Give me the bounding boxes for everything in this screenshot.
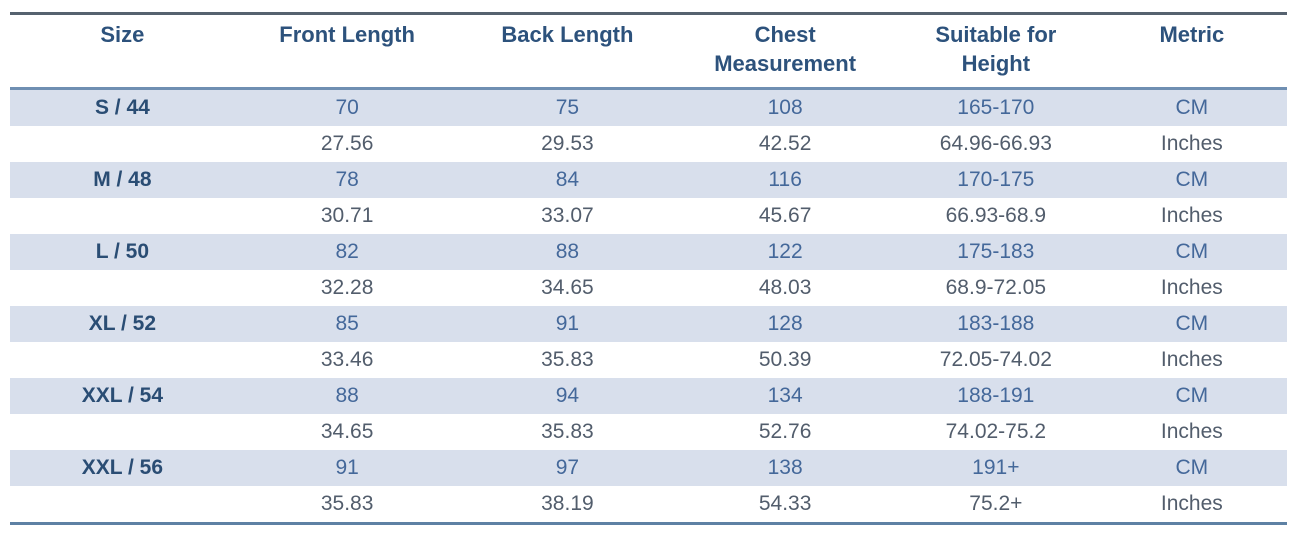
size-chart-container: Size Front Length Back Length Chest Meas… [10, 12, 1287, 525]
back-length-cell: 34.65 [541, 276, 594, 299]
table-row-xxl54-inches: 34.65 35.83 52.76 74.02-75.2 Inches [10, 414, 1287, 450]
front-length-cell: 78 [335, 168, 359, 191]
metric-cell: CM [1175, 240, 1209, 263]
chest-cell: 138 [767, 456, 803, 479]
metric-cell: Inches [1160, 492, 1223, 515]
column-header-front-length: Front Length [279, 22, 415, 47]
back-length-cell: 97 [555, 456, 580, 479]
front-length-cell: 88 [335, 384, 359, 407]
back-length-cell: 35.83 [541, 348, 594, 371]
table-row-xxl54-cm: XXL / 54 88 94 134 188-191 CM [10, 378, 1287, 414]
size-cell: XL / 52 [88, 312, 157, 335]
metric-cell: CM [1175, 168, 1209, 191]
table-row-xxl56-inches: 35.83 38.19 54.33 75.2+ Inches [10, 486, 1287, 524]
back-length-cell: 94 [555, 384, 580, 407]
back-length-cell: 38.19 [541, 492, 594, 515]
back-length-cell: 91 [555, 312, 580, 335]
chest-cell: 42.52 [758, 132, 812, 155]
chest-cell: 50.39 [758, 348, 812, 371]
column-header-back-length: Back Length [501, 22, 634, 47]
table-row-l50-inches: 32.28 34.65 48.03 68.9-72.05 Inches [10, 270, 1287, 306]
column-header-size: Size [100, 22, 145, 47]
chest-cell: 48.03 [758, 276, 812, 299]
size-cell: XXL / 54 [81, 384, 164, 407]
height-cell: 183-188 [957, 312, 1035, 335]
chest-cell: 134 [767, 384, 803, 407]
front-length-cell: 33.46 [320, 348, 374, 371]
size-cell: XXL / 56 [81, 456, 164, 479]
table-row-m48-inches: 30.71 33.07 45.67 66.93-68.9 Inches [10, 198, 1287, 234]
size-cell [10, 414, 235, 450]
height-cell: 75.2+ [969, 492, 1023, 515]
chest-cell: 128 [767, 312, 803, 335]
back-length-cell: 35.83 [541, 420, 594, 443]
metric-cell: CM [1175, 384, 1209, 407]
chest-cell: 54.33 [758, 492, 812, 515]
back-length-cell: 29.53 [541, 132, 594, 155]
table-row-xl52-inches: 33.46 35.83 50.39 72.05-74.02 Inches [10, 342, 1287, 378]
table-header: Size Front Length Back Length Chest Meas… [10, 14, 1287, 89]
front-length-cell: 32.28 [320, 276, 374, 299]
table-row-m48-cm: M / 48 78 84 116 170-175 CM [10, 162, 1287, 198]
size-cell: L / 50 [95, 240, 150, 263]
header-row: Size Front Length Back Length Chest Meas… [10, 14, 1287, 89]
size-cell [10, 486, 235, 524]
metric-cell: CM [1175, 456, 1209, 479]
metric-cell: Inches [1160, 204, 1223, 227]
front-length-cell: 85 [335, 312, 359, 335]
front-length-cell: 82 [335, 240, 359, 263]
metric-cell: CM [1175, 312, 1209, 335]
metric-cell: Inches [1160, 420, 1223, 443]
height-cell: 74.02-75.2 [945, 420, 1047, 443]
front-length-cell: 91 [335, 456, 359, 479]
size-cell [10, 198, 235, 234]
chest-cell: 108 [767, 96, 803, 119]
front-length-cell: 34.65 [320, 420, 374, 443]
table-row-l50-cm: L / 50 82 88 122 175-183 CM [10, 234, 1287, 270]
column-header-suitable-for-height: Suitable for Height [935, 22, 1057, 76]
front-length-cell: 30.71 [320, 204, 374, 227]
chest-cell: 122 [767, 240, 803, 263]
height-cell: 64.96-66.93 [939, 132, 1052, 155]
back-length-cell: 88 [555, 240, 580, 263]
metric-cell: Inches [1160, 132, 1223, 155]
column-header-metric: Metric [1159, 22, 1225, 47]
height-cell: 68.9-72.05 [945, 276, 1047, 299]
chest-cell: 52.76 [758, 420, 812, 443]
size-chart-table: Size Front Length Back Length Chest Meas… [10, 12, 1287, 525]
back-length-cell: 75 [555, 96, 580, 119]
height-cell: 191+ [972, 456, 1020, 479]
size-cell [10, 270, 235, 306]
height-cell: 72.05-74.02 [939, 348, 1052, 371]
column-header-chest-measurement: Chest Measurement [714, 22, 857, 76]
metric-cell: Inches [1160, 276, 1223, 299]
size-cell [10, 126, 235, 162]
metric-cell: CM [1175, 96, 1209, 119]
back-length-cell: 33.07 [541, 204, 594, 227]
chest-cell: 45.67 [758, 204, 812, 227]
height-cell: 170-175 [957, 168, 1035, 191]
table-body: S / 44 70 75 108 165-170 CM 27.56 29.53 … [10, 88, 1287, 524]
height-cell: 165-170 [957, 96, 1035, 119]
height-cell: 188-191 [957, 384, 1035, 407]
table-row-xl52-cm: XL / 52 85 91 128 183-188 CM [10, 306, 1287, 342]
front-length-cell: 27.56 [320, 132, 374, 155]
height-cell: 66.93-68.9 [945, 204, 1047, 227]
size-cell: S / 44 [94, 96, 150, 119]
front-length-cell: 35.83 [320, 492, 374, 515]
chest-cell: 116 [768, 168, 802, 191]
table-row-s44-inches: 27.56 29.53 42.52 64.96-66.93 Inches [10, 126, 1287, 162]
table-row-s44-cm: S / 44 70 75 108 165-170 CM [10, 88, 1287, 126]
height-cell: 175-183 [957, 240, 1035, 263]
size-cell [10, 342, 235, 378]
back-length-cell: 84 [555, 168, 580, 191]
metric-cell: Inches [1160, 348, 1223, 371]
table-row-xxl56-cm: XXL / 56 91 97 138 191+ CM [10, 450, 1287, 486]
size-cell: M / 48 [93, 168, 152, 191]
front-length-cell: 70 [335, 96, 359, 119]
